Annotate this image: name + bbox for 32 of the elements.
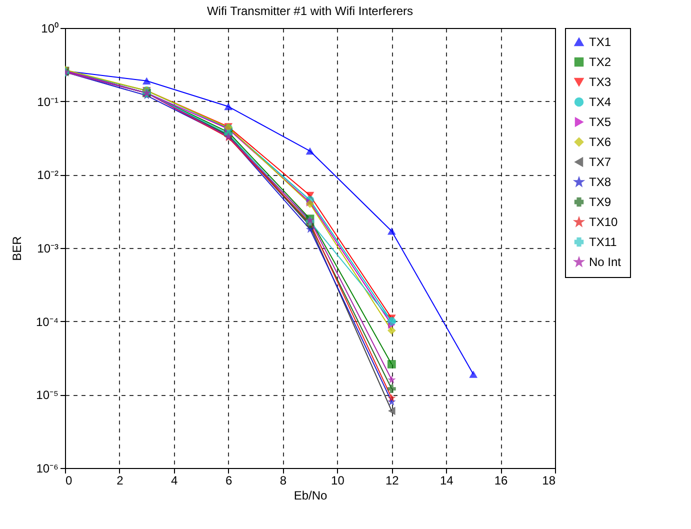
- x-tick-label: 8: [280, 474, 287, 488]
- x-tick-label: 14: [440, 474, 454, 488]
- legend-label: TX5: [589, 115, 612, 129]
- y-tick-label: 10⁻⁵: [36, 388, 59, 402]
- legend-label: TX8: [589, 175, 612, 189]
- legend-label: TX9: [589, 195, 612, 209]
- x-tick-label: 10: [331, 474, 345, 488]
- x-tick-label: 18: [542, 474, 556, 488]
- legend-label: TX1: [589, 35, 612, 49]
- legend-label: TX2: [589, 55, 612, 69]
- y-tick-label: 10⁻¹: [37, 94, 59, 109]
- x-axis-title: Eb/No: [294, 488, 328, 502]
- y-tick-label: 10⁰: [41, 22, 58, 36]
- y-tick-label: 10⁻⁴: [36, 314, 58, 329]
- y-axis-title: BER: [10, 236, 24, 261]
- x-tick-label: 12: [385, 474, 400, 488]
- legend-label: TX10: [589, 215, 618, 229]
- x-tick-label: 6: [225, 474, 232, 488]
- legend-label: No Int: [589, 255, 622, 269]
- x-tick-label: 0: [66, 474, 72, 488]
- y-tick-label: 10⁻⁶: [36, 462, 59, 476]
- legend-label: TX7: [589, 155, 612, 169]
- legend-label: TX6: [589, 135, 612, 149]
- legend-label: TX4: [589, 95, 612, 109]
- chart-title: Wifi Transmitter #1 with Wifi Interferers: [206, 4, 414, 18]
- x-tick-label: 16: [494, 474, 508, 488]
- y-tick-label: 10⁻²: [37, 168, 59, 182]
- x-tick-label: 2: [116, 474, 124, 488]
- legend-label: TX3: [589, 75, 612, 89]
- x-tick-label: 4: [171, 474, 178, 488]
- y-tick-label: 10⁻³: [37, 242, 59, 256]
- legend-label: TX11: [589, 235, 618, 249]
